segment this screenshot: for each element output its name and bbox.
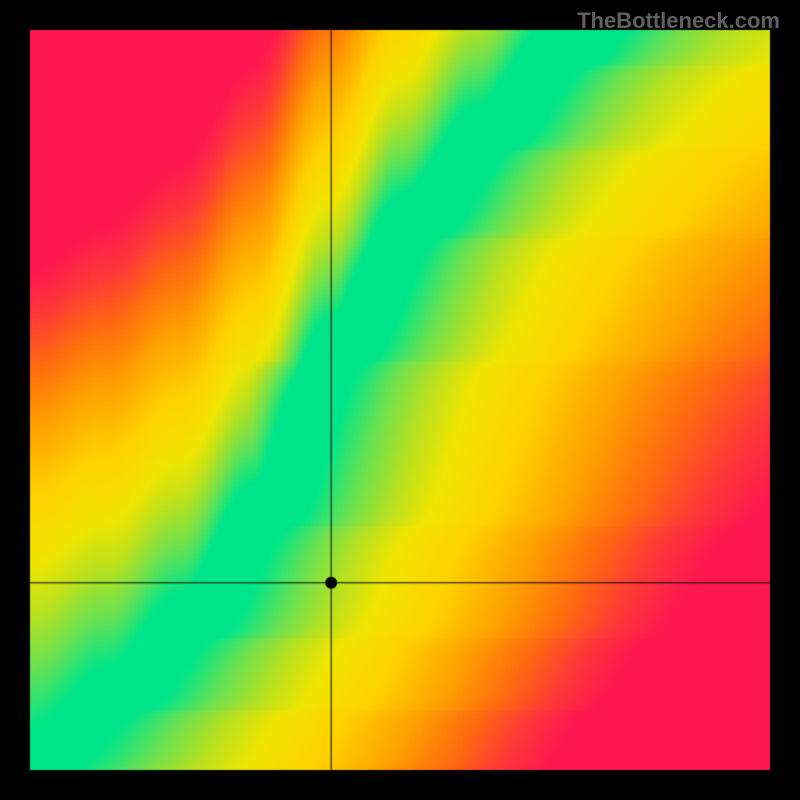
heatmap-canvas <box>0 0 800 800</box>
watermark-text: TheBottleneck.com <box>577 8 780 34</box>
chart-container: TheBottleneck.com <box>0 0 800 800</box>
